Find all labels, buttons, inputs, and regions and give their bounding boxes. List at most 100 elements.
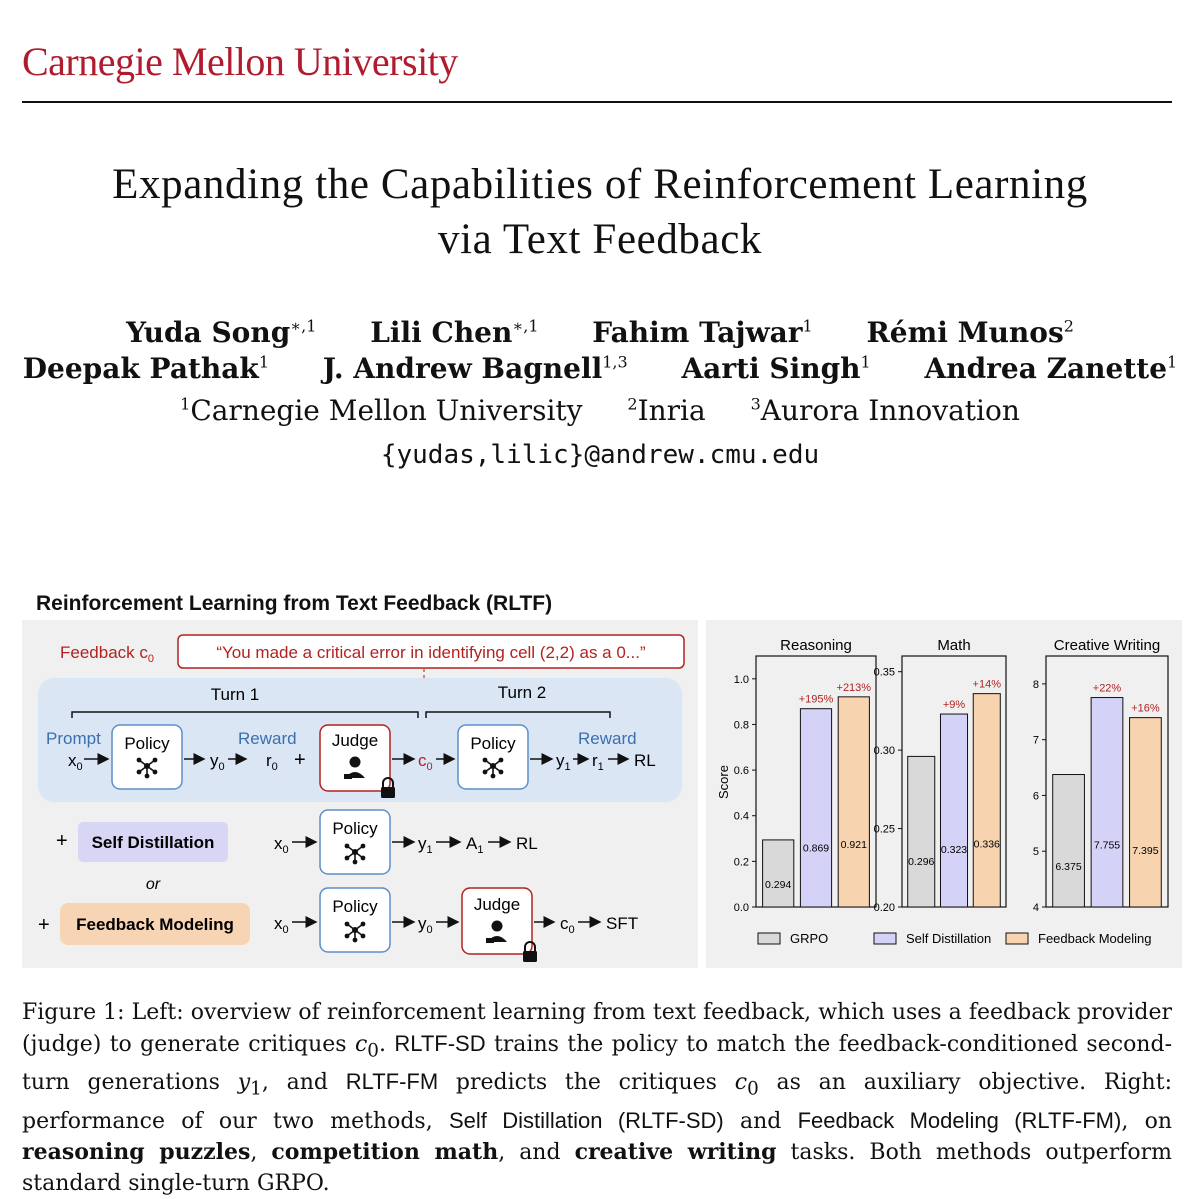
policy-label: Policy — [124, 734, 170, 753]
y-axis-label: Score — [716, 765, 731, 799]
policy-label: Policy — [332, 819, 378, 838]
gain-label: +16% — [1131, 703, 1160, 715]
bar-value-label: 0.921 — [841, 839, 867, 851]
bar-value-label: 0.296 — [908, 856, 934, 868]
feedback-label: Feedback c0 — [60, 643, 154, 665]
plus-sign: + — [294, 749, 306, 771]
affiliations: 1Carnegie Mellon University 2Inria 3Auro… — [180, 394, 1020, 427]
x0-var: x0 — [68, 751, 83, 773]
results-bar-charts: Reasoning 0.0 0.2 0.4 0.6 0.8 1.0 0.294 0.869 +19… — [716, 637, 1169, 946]
figure-caption: Figure 1: Left: overview of reinforcemen… — [22, 1000, 1172, 1196]
y-tick-label: 0.25 — [874, 824, 895, 836]
turn1-label: Turn 1 — [211, 685, 260, 704]
feedback-quote-box — [177, 634, 685, 669]
bar-feedback-modeling — [837, 696, 870, 908]
bar-value-label: 0.336 — [974, 838, 1000, 850]
gain-label: +9% — [943, 699, 966, 711]
turn2-label: Turn 2 — [498, 683, 547, 702]
gain-label: +14% — [973, 679, 1002, 691]
author: Deepak Pathak1 — [22, 352, 270, 385]
legend-label: Self Distillation — [906, 931, 991, 946]
rl-label: RL — [516, 834, 538, 853]
author: J. Andrew Bagnell1,3 — [322, 352, 628, 385]
x0-var: x0 — [274, 834, 289, 856]
institution-logo-text: Carnegie Mellon University — [22, 39, 458, 84]
y-tick-label: 4 — [1033, 902, 1039, 914]
self-distillation-label: Self Distillation — [92, 833, 215, 852]
y1-var: y1 — [556, 751, 571, 773]
chart-title: Creative Writing — [1054, 637, 1160, 654]
bar-feedback-modeling — [1129, 717, 1162, 908]
bar-value-label: 0.869 — [803, 842, 829, 854]
paper-title-line2: via Text Feedback — [437, 216, 762, 263]
y-tick-label: 0.20 — [874, 902, 895, 914]
legend-swatch — [757, 932, 781, 945]
header-divider — [22, 101, 1172, 103]
bar-grpo — [907, 755, 936, 908]
y0-var: y0 — [210, 751, 225, 773]
y0-var: y0 — [418, 914, 433, 936]
y-tick-label: 0.6 — [734, 765, 749, 777]
reward-label-1: Reward — [238, 729, 297, 748]
y-tick-label: 6 — [1033, 790, 1039, 802]
judge-label: Judge — [474, 895, 520, 914]
author: Andrea Zanette1 — [924, 352, 1178, 385]
legend-label: Feedback Modeling — [1038, 931, 1151, 946]
r0-var: r0 — [266, 751, 278, 773]
policy-label: Policy — [332, 897, 378, 916]
y-tick-label: 0.0 — [734, 902, 749, 914]
self-distillation-box — [78, 822, 228, 862]
y-tick-label: 0.30 — [874, 745, 895, 757]
author: Rémi Munos2 — [866, 316, 1074, 349]
legend-swatch — [1005, 932, 1029, 945]
author-line-1: Yuda Song∗,1 Lili Chen∗,1 Fahim Tajwar1 … — [0, 316, 1200, 349]
policy-label: Policy — [470, 734, 516, 753]
legend-label: GRPO — [790, 931, 828, 946]
policy-box-turn2 — [457, 724, 529, 790]
bar-grpo — [1052, 774, 1085, 908]
paper-title-line1: Expanding the Capabilities of Reinforcem… — [112, 161, 1088, 208]
judge-label: Judge — [332, 731, 378, 750]
y1-var: y1 — [418, 834, 433, 856]
bar-self-distillation — [799, 708, 833, 908]
y-tick-label: 8 — [1033, 679, 1039, 691]
x0-var: x0 — [274, 914, 289, 936]
turn2-bracket — [425, 711, 611, 718]
rl-label: RL — [634, 751, 656, 770]
policy-box-fm — [319, 887, 391, 953]
turn1-bracket — [71, 711, 419, 718]
plus-sign: + — [56, 830, 68, 852]
gain-label: +22% — [1093, 683, 1122, 695]
diagram-title: Reinforcement Learning from Text Feedbac… — [36, 592, 553, 615]
y-tick-label: 0.35 — [874, 667, 895, 679]
author: Aarti Singh1 — [681, 352, 871, 385]
y-tick-label: 7 — [1033, 735, 1039, 747]
rltf-diagram: Feedback c0 “You made a critical error i… — [38, 634, 685, 963]
c0-var: c0 — [560, 914, 575, 936]
a1-var: A1 — [466, 834, 483, 856]
bar-value-label: 6.375 — [1055, 861, 1081, 873]
prompt-label: Prompt — [46, 729, 101, 748]
or-label: or — [146, 876, 161, 893]
feedback-quote: “You made a critical error in identifyin… — [216, 643, 646, 662]
author-line-2: Deepak Pathak1 J. Andrew Bagnell1,3 Aart… — [0, 352, 1200, 385]
chart-title: Math — [937, 637, 970, 654]
author: Fahim Tajwar1 — [592, 316, 813, 349]
bar-value-label: 0.323 — [941, 844, 967, 856]
y-tick-label: 1.0 — [734, 674, 749, 686]
chart-title: Reasoning — [780, 637, 852, 654]
bar-self-distillation — [1090, 697, 1124, 908]
gain-label: +213% — [837, 682, 872, 694]
bar-value-label: 0.294 — [765, 879, 791, 891]
y-tick-label: 0.4 — [734, 811, 749, 823]
bar-self-distillation — [939, 713, 969, 908]
gain-label: +195% — [799, 694, 834, 706]
c0-var: c0 — [418, 751, 433, 773]
feedback-modeling-label: Feedback Modeling — [76, 915, 234, 934]
y-tick-label: 0.8 — [734, 719, 749, 731]
policy-box-turn1 — [111, 724, 183, 790]
y-tick-label: 5 — [1033, 846, 1039, 858]
bar-value-label: 7.755 — [1094, 839, 1120, 851]
author: Lili Chen∗,1 — [370, 316, 539, 349]
sft-label: SFT — [606, 914, 638, 933]
